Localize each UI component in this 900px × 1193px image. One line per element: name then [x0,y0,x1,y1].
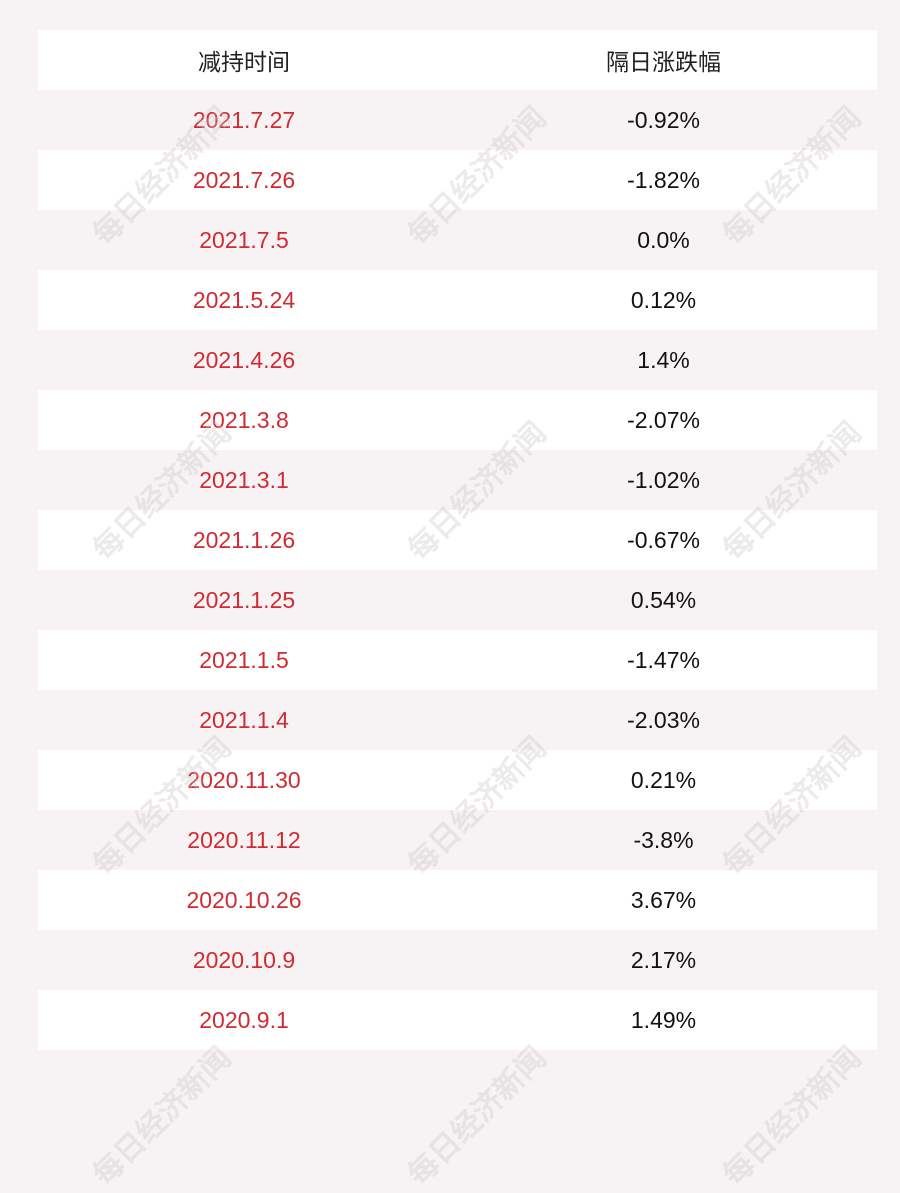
date-cell: 2020.10.26 [186,886,302,913]
change-cell: 1.4% [637,346,690,373]
header-cell: 减持时间 [198,49,290,75]
change-cell: 2.17% [630,946,697,973]
date-cell: 2021.4.26 [192,346,296,373]
change-cell: -2.03% [627,706,700,733]
date-cell: 2021.7.26 [192,166,296,193]
table-row: 2020.11.12 -3.8% [38,810,877,870]
date-cell: 2021.7.27 [192,106,296,133]
change-cell: -0.67% [627,526,700,553]
header-cell: 隔日涨跌幅 [606,49,721,75]
table-row: 2021.7.27 -0.92% [38,90,877,150]
table-row: 2021.3.8 -2.07% [38,390,877,450]
change-cell: 3.67% [630,886,697,913]
watermark: 每日经济新闻 [717,1041,868,1192]
date-cell: 2020.11.12 [187,826,301,853]
table-row: 2021.7.5 0.0% [38,210,877,270]
change-cell: -1.82% [627,166,700,193]
change-cell: -2.07% [627,406,700,433]
date-cell: 2020.10.9 [192,946,296,973]
change-cell: 0.54% [630,586,697,613]
date-cell: 2021.7.5 [199,226,289,253]
table-row: 2021.1.25 0.54% [38,570,877,630]
date-cell: 2021.1.26 [192,526,296,553]
watermark: 每日经济新闻 [402,1041,553,1192]
table-row: 2020.9.1 1.49% [38,990,877,1050]
change-cell: -1.02% [627,466,700,493]
change-cell: -0.92% [627,106,700,133]
watermark: 每日经济新闻 [87,1041,238,1192]
table-row: 2021.7.26 -1.82% [38,150,877,210]
table-row: 2021.3.1 -1.02% [38,450,877,510]
date-cell: 2021.3.8 [199,406,289,433]
change-cell: -1.47% [627,646,700,673]
table-row: 2020.10.9 2.17% [38,930,877,990]
date-cell: 2021.3.1 [199,466,289,493]
change-cell: 1.49% [630,1006,697,1033]
header-row: 减持时间 隔日涨跌幅 [38,30,877,90]
change-cell: 0.21% [630,766,697,793]
date-cell: 2020.11.30 [187,766,301,793]
table-row: 2021.1.4 -2.03% [38,690,877,750]
table-row: 2021.1.5 -1.47% [38,630,877,690]
table-row: 2020.10.26 3.67% [38,870,877,930]
date-cell: 2021.1.25 [192,586,296,613]
date-cell: 2020.9.1 [199,1006,289,1033]
change-cell: -3.8% [633,826,694,853]
table: 减持时间 隔日涨跌幅 2021.7.27 -0.92% 2021.7.26 -1.82… [38,30,877,1050]
change-cell: 0.0% [637,226,690,253]
table-row: 2021.1.26 -0.67% [38,510,877,570]
table-row: 2020.11.30 0.21% [38,750,877,810]
date-cell: 2021.1.4 [199,706,289,733]
table-row: 2021.4.26 1.4% [38,330,877,390]
date-cell: 2021.1.5 [199,646,289,673]
table-row: 2021.5.24 0.12% [38,270,877,330]
page: 减持时间 隔日涨跌幅 2021.7.27 -0.92% 2021.7.26 -1.82… [38,30,877,1192]
change-cell: 0.12% [630,286,697,313]
date-cell: 2021.5.24 [192,286,296,313]
